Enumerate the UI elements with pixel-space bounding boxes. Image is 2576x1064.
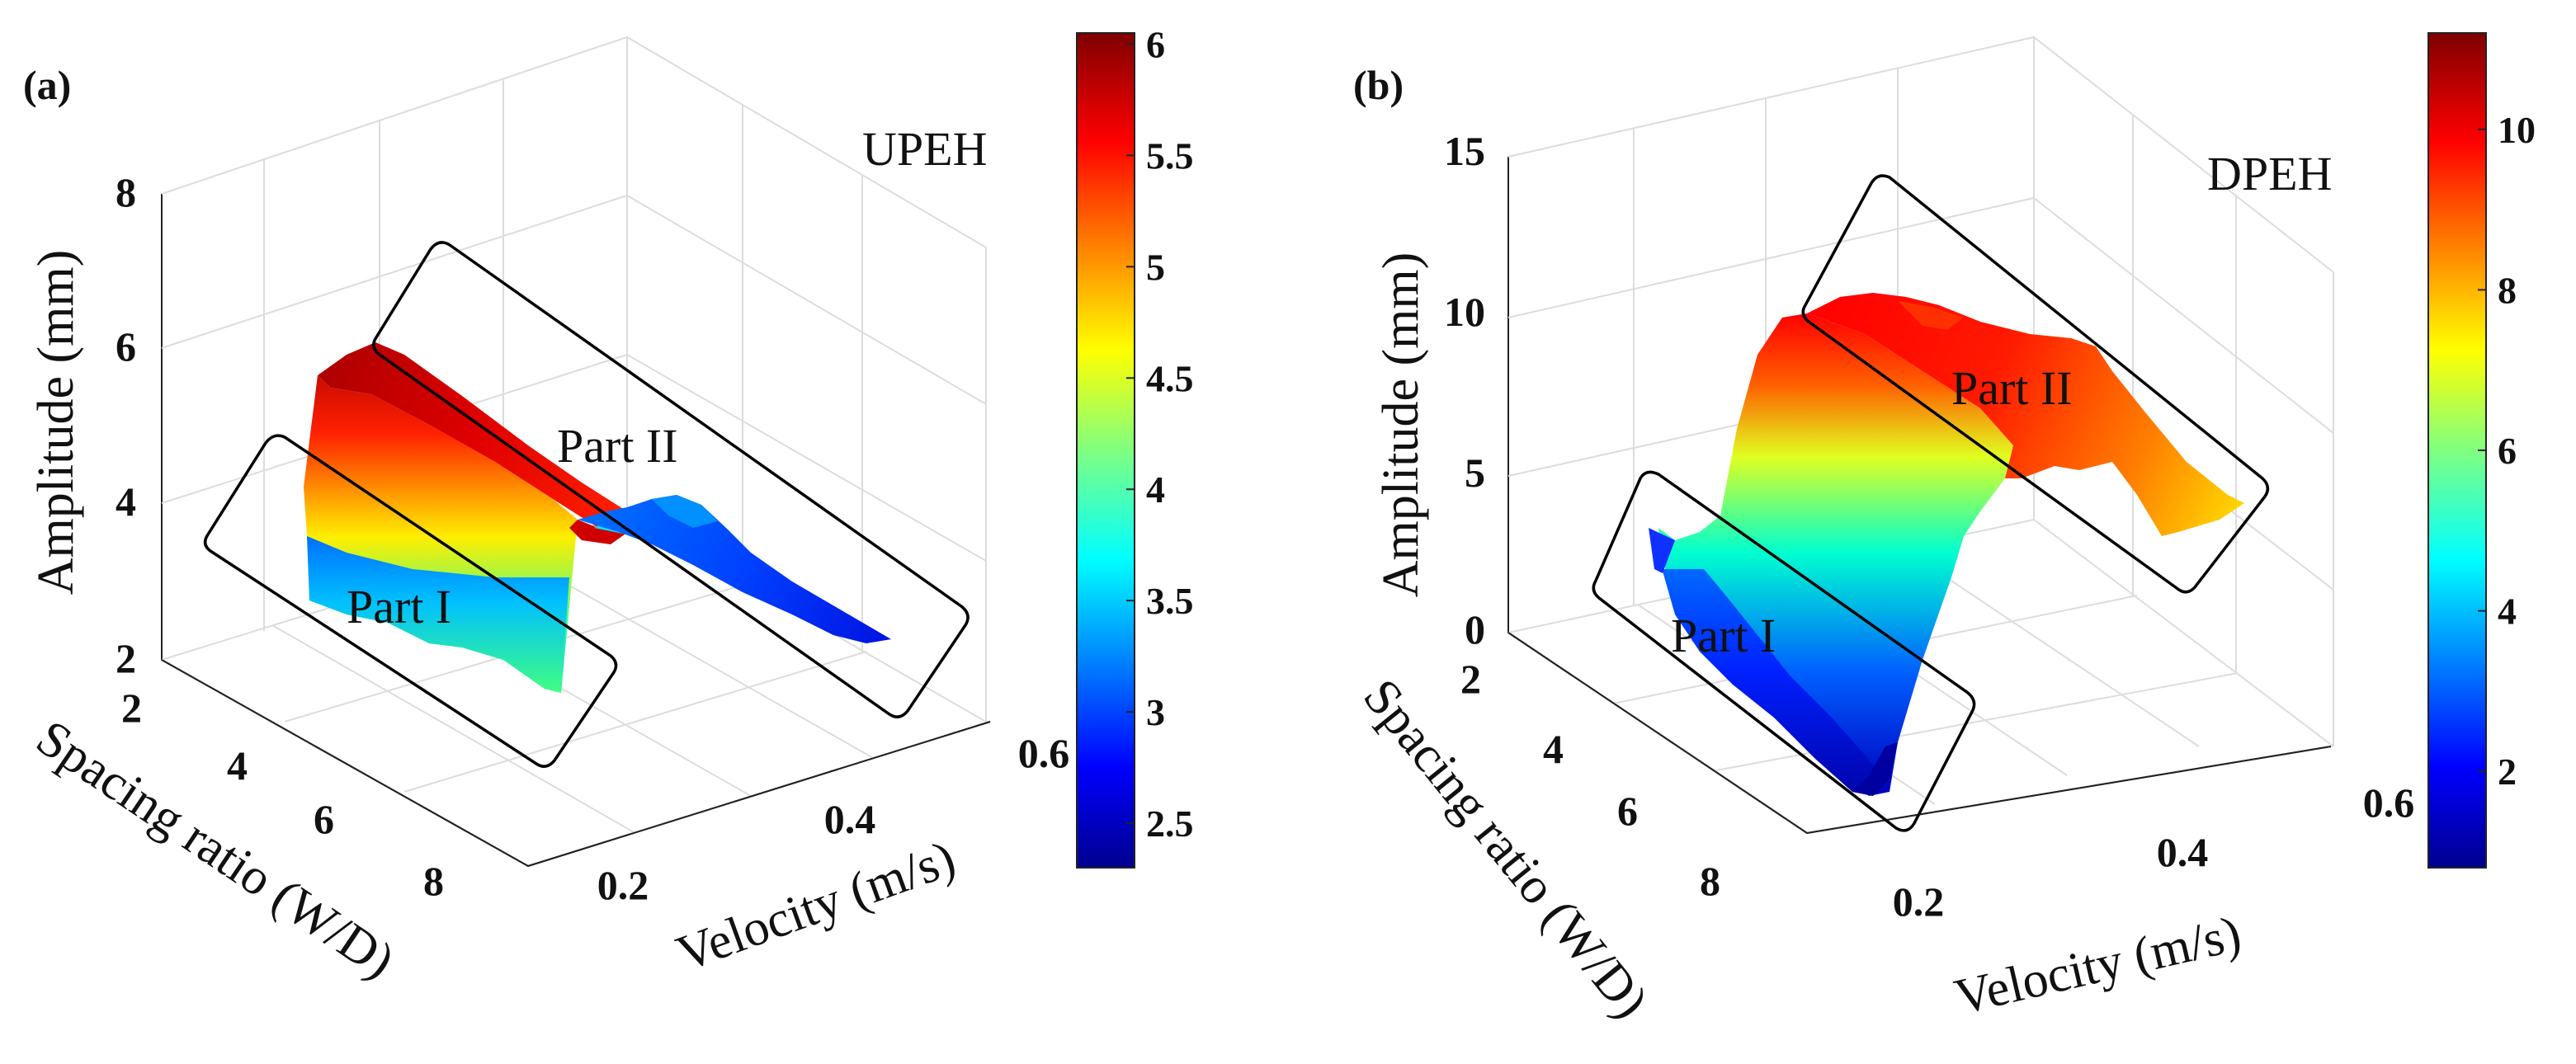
panel-b-z-tick: 10 [1444, 289, 1485, 335]
panel-a-x-tick: 0.4 [824, 796, 876, 842]
panel-a-axes-box [161, 35, 991, 868]
panel-b-y-ticks: 2 4 6 8 [1460, 656, 1720, 904]
panel-a-region-boxes [203, 241, 970, 768]
panel-a: 8 6 4 2 2 4 6 8 0.2 0.4 0.6 (a) UPEH Amp… [23, 23, 1194, 989]
panel-a-part2-label: Part II [557, 419, 678, 473]
panel-b-z-tick: 5 [1465, 450, 1485, 496]
panel-b-x-tick: 0.2 [1893, 878, 1945, 925]
panel-a-x-tick: 0.6 [1018, 730, 1070, 776]
panel-b-label: (b) [1353, 62, 1404, 108]
panel-b-ylabel: Spacing ratio (W/D) [1352, 669, 1658, 1029]
panel-b-y-tick: 8 [1700, 858, 1720, 904]
panel-b-y-tick: 4 [1543, 726, 1564, 772]
panel-b-x-tick: 0.6 [2363, 779, 2415, 826]
colorbar-tick-label: 3 [1146, 691, 1165, 733]
panel-a-surface-part2-fold [652, 495, 718, 528]
panel-b-xlabel: Velocity (m/s) [1950, 906, 2246, 1026]
colorbar-tick-label: 5.5 [1146, 134, 1194, 177]
panel-a-z-tick: 4 [116, 478, 136, 525]
panel-b-z-ticks: 15 10 5 0 [1444, 128, 1485, 652]
panel-b-z-tick: 15 [1444, 128, 1485, 174]
panel-b-surface-part1-floor [1650, 528, 1881, 796]
panel-a-x-tick: 0.2 [597, 862, 649, 908]
panel-a-label: (a) [23, 62, 71, 108]
panel-a-colorbar: 2.5 3 3.5 4 4.5 5 5.5 6 [1076, 23, 1194, 869]
colorbar-tick-label: 4 [1146, 468, 1165, 511]
panel-b-y-tick: 6 [1617, 788, 1638, 834]
panel-b-x-tick: 0.4 [2157, 829, 2209, 875]
colorbar-tick-label: 4.5 [1146, 357, 1194, 399]
panel-a-zlabel: Amplitude (mm) [28, 250, 84, 595]
panel-a-part2-box [372, 241, 970, 718]
panel-a-z-tick: 6 [116, 323, 136, 370]
colorbar-tick-label: 8 [2498, 269, 2517, 311]
panel-b-part1-label: Part I [1671, 609, 1776, 662]
panel-b-surface-part1-edge [1852, 742, 1898, 796]
panel-a-surface-ridge-top [318, 342, 627, 528]
panel-a-x-ticks: 0.2 0.4 0.6 [597, 730, 1070, 908]
panel-b-surface [1649, 293, 2244, 796]
colorbar-tick-label: 5 [1146, 246, 1165, 288]
colorbar-tick-label: 3.5 [1146, 580, 1194, 622]
panel-a-colorbar-bar [1076, 32, 1135, 869]
panel-b-part2-box [1801, 174, 2270, 594]
panel-b-colorbar-bar [2427, 32, 2487, 869]
panel-a-tag: UPEH [862, 122, 987, 176]
panel-b-colorbar: 2 4 6 8 10 [2427, 32, 2536, 869]
panel-b-y-tick: 2 [1460, 656, 1481, 702]
colorbar-tick-label: 10 [2498, 109, 2536, 151]
colorbar-tick-label: 4 [2498, 591, 2517, 633]
panel-a-z-ticks: 8 6 4 2 [116, 169, 136, 681]
colorbar-tick-label: 2 [2498, 751, 2517, 793]
panel-a-y-tick: 6 [314, 796, 334, 842]
panel-b-z-tick: 0 [1465, 606, 1485, 652]
panel-a-y-tick: 8 [423, 858, 444, 904]
panel-a-surface-part2-floor [578, 495, 891, 643]
colorbar-tick-label: 6 [2498, 430, 2517, 472]
colorbar-tick-label: 2.5 [1146, 803, 1194, 845]
panel-b: 15 10 5 0 2 4 6 8 0.2 0.4 0.6 (b) DPEH A… [1352, 32, 2536, 1029]
panel-b-region-boxes [1592, 174, 2270, 832]
panel-b-part2-label: Part II [1951, 361, 2073, 415]
panel-a-surface [304, 342, 891, 693]
panel-b-zlabel: Amplitude (mm) [1373, 252, 1429, 597]
panel-b-x-ticks: 0.2 0.4 0.6 [1893, 779, 2415, 925]
panel-a-z-tick: 8 [116, 169, 136, 215]
panel-a-surface-part1-tail [307, 536, 569, 693]
panel-a-z-tick: 2 [116, 635, 136, 681]
panel-a-y-tick: 4 [227, 742, 248, 789]
panel-b-surface-part1-spike [1649, 528, 1675, 573]
panel-a-y-ticks: 2 4 6 8 [121, 685, 444, 904]
panel-b-surface-top [1807, 293, 2244, 536]
panel-b-part1-box [1592, 470, 1976, 832]
panel-a-xlabel: Velocity (m/s) [670, 831, 963, 983]
colorbar-tick-label: 6 [1146, 23, 1165, 65]
panel-a-ylabel: Spacing ratio (W/D) [26, 709, 404, 989]
panel-a-part1-box [203, 434, 618, 768]
panel-a-y-tick: 2 [121, 685, 142, 731]
panel-a-part1-label: Part I [347, 580, 451, 633]
panel-b-tag: DPEH [2207, 147, 2332, 200]
panel-b-surface-top-shade [1898, 301, 1964, 330]
